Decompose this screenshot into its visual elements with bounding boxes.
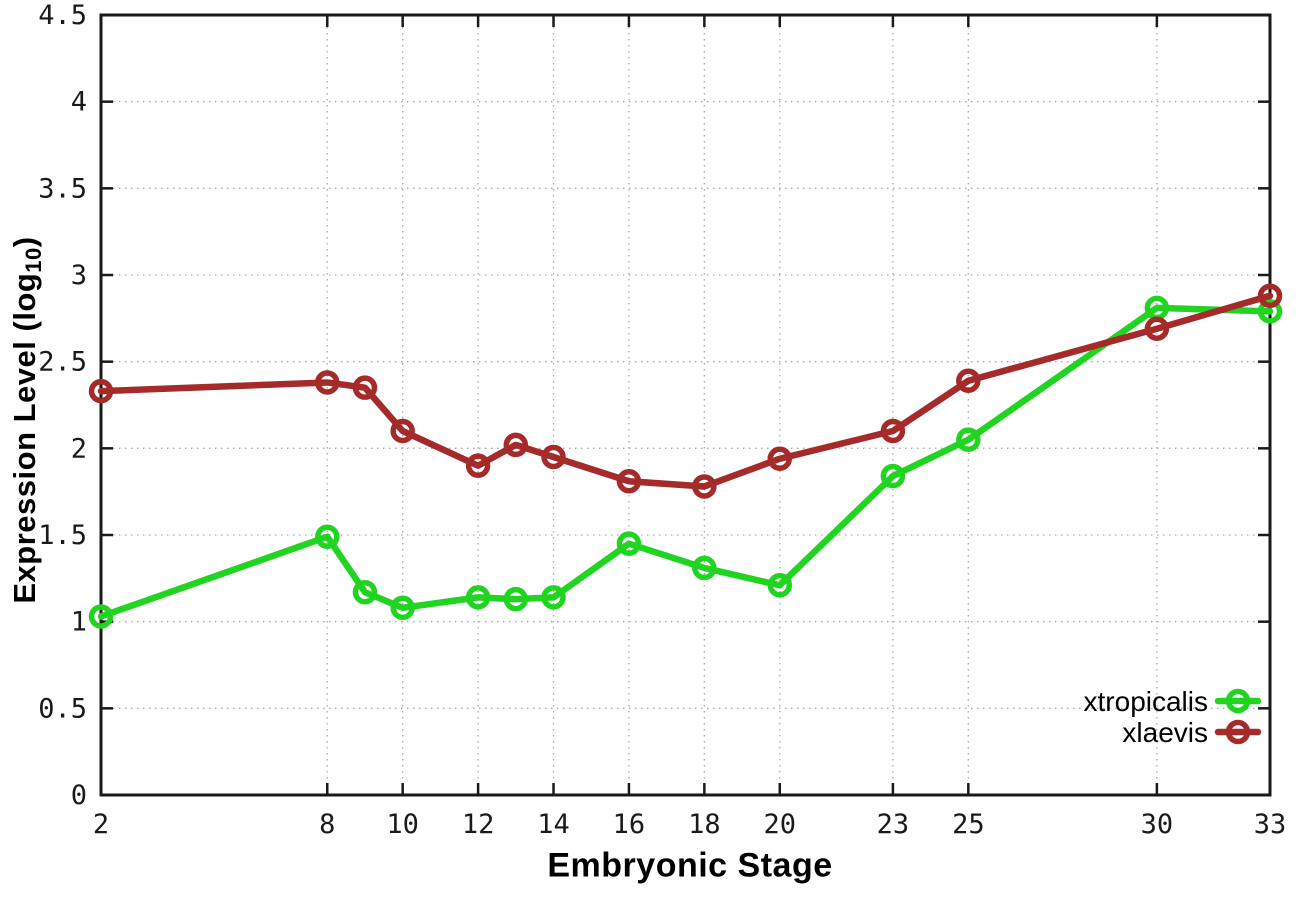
data-point-xlaevis (692, 474, 717, 499)
x-tick-label: 25 (952, 809, 985, 840)
legend-sample-marker-xlaevis (1225, 719, 1251, 745)
x-tick-label: 23 (877, 809, 910, 840)
legend-label-xtropicalis: xtropicalis (1084, 686, 1208, 717)
x-tick-label: 10 (386, 809, 419, 840)
x-tick-label: 16 (613, 809, 646, 840)
data-point-xtropicalis (315, 524, 340, 549)
x-tick-label: 33 (1254, 809, 1287, 840)
data-point-xtropicalis (767, 573, 793, 598)
x-tick-label: 18 (688, 809, 721, 840)
y-tick-label: 4.5 (38, 0, 87, 31)
data-point-xtropicalis (880, 463, 906, 489)
legend-sample-marker-xtropicalis (1225, 688, 1251, 714)
data-point-xlaevis (465, 453, 491, 478)
data-point-xlaevis (616, 469, 642, 494)
data-point-xtropicalis (352, 579, 378, 605)
y-tick-label: 3.5 (38, 173, 87, 204)
data-point-xtropicalis (390, 595, 415, 621)
data-point-xlaevis (767, 446, 793, 471)
data-point-xtropicalis (541, 585, 566, 610)
data-point-xlaevis (88, 378, 114, 404)
data-point-xlaevis (352, 375, 378, 400)
y-axis-title-suffix: ) (7, 236, 42, 248)
data-point-xtropicalis (1257, 299, 1283, 324)
data-point-xlaevis (503, 432, 529, 458)
x-tick-label: 12 (462, 809, 495, 840)
series-line-xlaevis (97, 292, 1274, 490)
y-tick-label: 4 (71, 87, 87, 118)
data-point-xtropicalis (616, 531, 642, 556)
data-point-xlaevis (390, 418, 415, 444)
y-tick-label: 3 (71, 260, 87, 291)
y-tick-label: 2.5 (38, 347, 87, 378)
data-point-xtropicalis (503, 586, 529, 612)
data-point-xtropicalis (465, 585, 491, 610)
series-line-xtropicalis (97, 304, 1274, 620)
data-point-xtropicalis (692, 555, 717, 581)
x-tick-label: 30 (1141, 809, 1174, 840)
y-axis-title-subscript: 10 (21, 247, 46, 273)
data-point-xlaevis (956, 368, 981, 393)
data-point-xtropicalis (88, 604, 114, 629)
data-point-xlaevis (541, 444, 566, 470)
data-point-xlaevis (1257, 283, 1283, 309)
y-axis-title-text: Expression Level (log (7, 272, 42, 604)
data-point-xlaevis (315, 370, 340, 395)
x-axis-title: Embryonic Stage (547, 846, 833, 885)
x-tick-label: 14 (537, 809, 570, 840)
plot-border (99, 13, 1272, 797)
data-point-xlaevis (1144, 316, 1170, 341)
y-tick-label: 1.5 (38, 520, 87, 551)
y-tick-label: 0.5 (38, 693, 87, 724)
x-tick-label: 20 (764, 809, 797, 840)
y-axis-title: Expression Level (log10) (7, 236, 47, 603)
data-point-xlaevis (880, 418, 906, 444)
data-point-xtropicalis (956, 427, 981, 452)
x-tick-label: 2 (93, 809, 109, 840)
y-tick-label: 0 (71, 780, 87, 811)
y-tick-label: 1 (71, 607, 87, 638)
y-tick-label: 2 (71, 433, 87, 464)
legend-label-xlaevis: xlaevis (1122, 717, 1208, 748)
x-tick-label: 8 (319, 809, 335, 840)
